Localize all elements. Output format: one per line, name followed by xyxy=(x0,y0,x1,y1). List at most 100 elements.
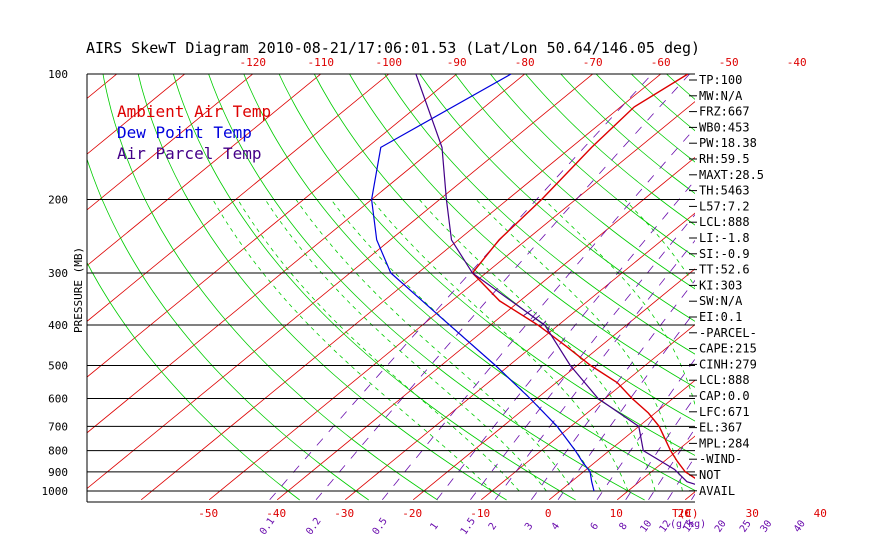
isotherm-line xyxy=(548,379,695,501)
mixing-ratio-line xyxy=(436,179,695,501)
dry-adiabat-line xyxy=(349,74,695,388)
top-temp-tick-label: -100 xyxy=(375,56,402,69)
dry-adiabat-line xyxy=(737,74,870,500)
dry-adiabat-line xyxy=(137,74,507,501)
dry-adiabat-line xyxy=(419,74,695,322)
index-value: TT:52.6 xyxy=(699,263,750,277)
mixing-ratio-line xyxy=(381,127,695,501)
ambient-temp-line xyxy=(471,74,695,479)
dry-adiabat-line xyxy=(595,74,695,163)
index-value: CINH:279 xyxy=(699,357,757,371)
pressure-tick-label: 500 xyxy=(48,359,68,372)
index-value: LCL:888 xyxy=(699,373,750,387)
dry-adiabat-line xyxy=(666,74,695,100)
index-value: NOT xyxy=(699,468,721,482)
mixing-ratio-tick-label: 3 xyxy=(523,521,535,532)
mixing-ratio-line xyxy=(596,358,695,501)
dry-adiabat-line xyxy=(173,74,576,501)
mixing-ratio-tick-label: 2 xyxy=(487,521,499,532)
mixing-ratio-line xyxy=(748,74,870,500)
bottom-temp-tick-label: 0 xyxy=(545,507,552,520)
index-value: MW:N/A xyxy=(699,89,743,103)
pressure-tick-label: 800 xyxy=(48,445,68,458)
mixing-ratio-line xyxy=(530,279,695,501)
legend-item-label: Dew Point Temp xyxy=(117,123,252,142)
index-value: RH:59.5 xyxy=(699,152,750,166)
index-value: KI:303 xyxy=(699,278,742,292)
isotherm-line xyxy=(87,74,594,490)
isotherm-line xyxy=(276,156,695,501)
bottom-temp-tick-label: -40 xyxy=(266,507,286,520)
index-value: LI:-1.8 xyxy=(699,231,750,245)
top-temp-tick-label: -70 xyxy=(583,56,603,69)
bottom-temp-tick-label: -10 xyxy=(470,507,490,520)
index-value: PW:18.38 xyxy=(699,136,757,150)
mixing-ratio-tick-label: 1 xyxy=(428,521,440,532)
dry-adiabat-line xyxy=(208,74,645,501)
dry-adiabat-line xyxy=(807,74,870,500)
isotherm-line xyxy=(412,268,695,501)
isotherm-line xyxy=(140,74,662,501)
isotherm-line xyxy=(87,74,186,155)
bottom-temp-tick-label: -20 xyxy=(402,507,422,520)
isotherm-line xyxy=(87,74,458,378)
pressure-tick-label: 200 xyxy=(48,194,68,207)
index-value: FRZ:667 xyxy=(699,105,750,119)
mixing-ratio-line xyxy=(802,74,870,500)
bottom-temp-tick-label: 20 xyxy=(678,507,691,520)
mixing-ratio-tick-label: 20 xyxy=(713,518,729,534)
index-value: EI:0.1 xyxy=(699,310,742,324)
isotherm-line xyxy=(0,65,60,500)
dewpoint-line xyxy=(370,74,595,492)
index-value: LFC:671 xyxy=(699,405,750,419)
mixing-ratio-tick-label: 25 xyxy=(738,518,754,534)
mixing-ratio-line xyxy=(494,239,695,501)
index-value: SW:N/A xyxy=(699,294,743,308)
index-value: CAPE:215 xyxy=(699,342,757,356)
pressure-tick-label: 700 xyxy=(48,420,68,433)
bottom-temp-tick-label: 10 xyxy=(610,507,623,520)
index-value: MAXT:28.5 xyxy=(699,168,764,182)
isotherm-line xyxy=(344,212,695,501)
pressure-tick-label: 600 xyxy=(48,392,68,405)
top-temp-tick-label: -60 xyxy=(651,56,671,69)
mixing-ratio-line xyxy=(470,213,695,501)
isotherm-line xyxy=(821,65,870,500)
dry-adiabat-line xyxy=(560,74,695,194)
legend-item-label: Ambient Air Temp xyxy=(117,102,271,121)
mixing-ratio-line xyxy=(269,74,653,501)
index-value: CAP:0.0 xyxy=(699,389,750,403)
dry-adiabat-line xyxy=(313,74,695,422)
isotherm-line xyxy=(87,74,254,211)
index-value: MPL:284 xyxy=(699,436,750,450)
index-value: TP:100 xyxy=(699,73,742,87)
mixing-ratio-line xyxy=(648,427,695,501)
isotherm-line xyxy=(87,74,390,322)
parcel-line xyxy=(415,74,695,485)
index-value: WB0:453 xyxy=(699,120,750,134)
index-value: LCL:888 xyxy=(699,215,750,229)
pressure-tick-label: 300 xyxy=(48,267,68,280)
dry-adiabat-line xyxy=(454,74,695,290)
index-value: TH:5463 xyxy=(699,184,750,198)
bottom-temp-tick-label: 30 xyxy=(746,507,759,520)
legend: Ambient Air Temp Dew Point Temp Air Parcel… xyxy=(117,102,271,163)
x-axis-label: T(C) xyxy=(672,507,699,520)
mixing-ratio-line xyxy=(769,74,870,500)
dry-adiabat-line xyxy=(102,74,438,501)
bottom-temp-tick-label: -30 xyxy=(334,507,354,520)
pressure-tick-label: 1000 xyxy=(42,485,69,498)
moist-adiabat-line xyxy=(544,199,695,406)
top-temp-tick-label: -110 xyxy=(307,56,334,69)
mixing-ratio-tick-label: 6 xyxy=(589,521,601,532)
mixing-ratio-tick-label: 8 xyxy=(617,521,629,532)
isotherm-line xyxy=(753,65,870,500)
top-temp-tick-label: -80 xyxy=(515,56,535,69)
index-value: SI:-0.9 xyxy=(699,247,750,261)
profile-layer xyxy=(370,74,695,492)
pressure-tick-label: 900 xyxy=(48,466,68,479)
mixing-ratio-tick-label: 10 xyxy=(638,518,654,534)
mixing-ratio-tick-label: 0.5 xyxy=(371,516,390,537)
